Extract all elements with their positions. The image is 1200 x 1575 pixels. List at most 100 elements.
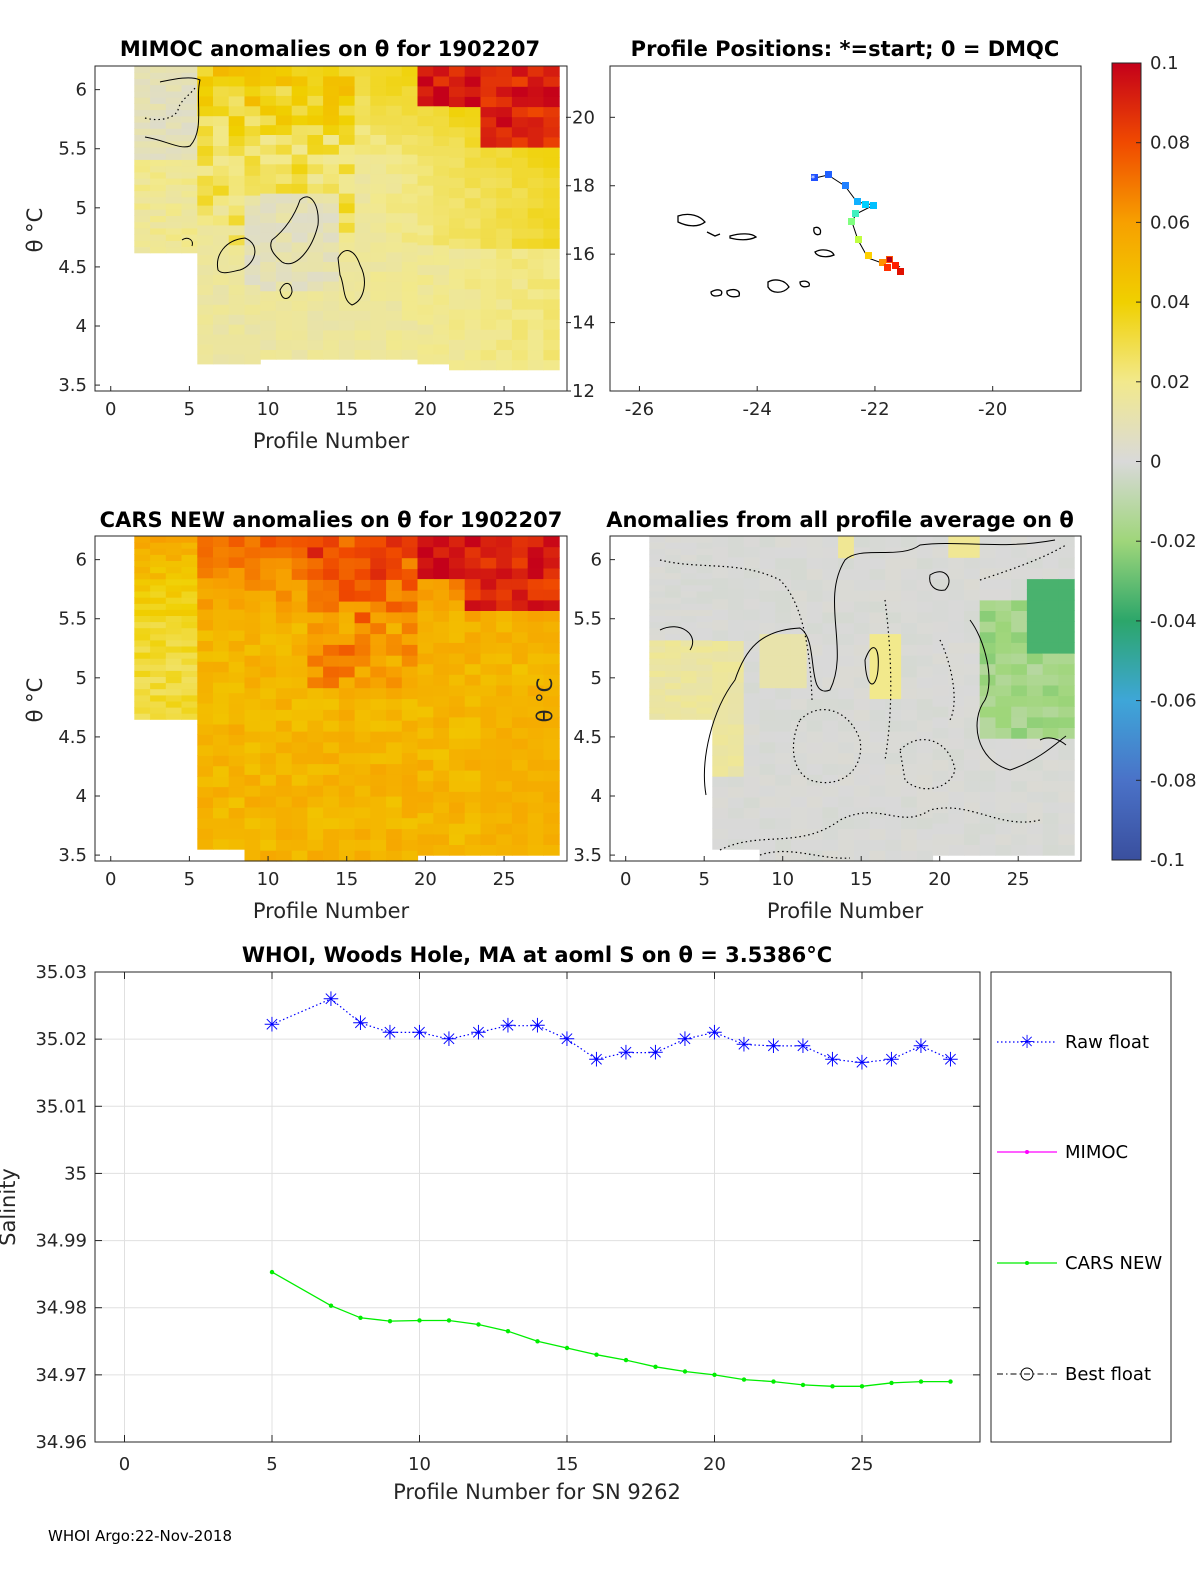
heatmap-cell bbox=[213, 145, 230, 156]
heatmap-cell bbox=[181, 707, 198, 714]
heatmap-cell bbox=[228, 723, 245, 735]
heatmap-cell bbox=[433, 214, 450, 226]
y-tick-label: 35.02 bbox=[35, 1029, 87, 1050]
x-tick-label: 15 bbox=[850, 869, 873, 890]
heatmap-cell bbox=[323, 241, 340, 253]
heatmap-cell bbox=[228, 95, 245, 107]
heatmap-cell bbox=[213, 598, 230, 610]
heatmap-cell bbox=[527, 126, 544, 138]
heatmap-cell bbox=[386, 144, 403, 155]
heatmap-cell bbox=[401, 568, 419, 580]
heatmap-cell bbox=[995, 621, 1012, 633]
heatmap-cell bbox=[275, 114, 293, 126]
heatmap-cell bbox=[275, 153, 293, 165]
heatmap-cell bbox=[134, 128, 151, 135]
heatmap-cell bbox=[995, 759, 1012, 771]
heatmap-cell bbox=[480, 238, 497, 249]
heatmap-cell bbox=[338, 300, 356, 311]
heatmap-cell bbox=[1011, 599, 1028, 611]
heatmap-cell bbox=[995, 567, 1012, 580]
heatmap-cell bbox=[275, 329, 293, 341]
heatmap-cell bbox=[260, 763, 277, 775]
heatmap-cell bbox=[665, 609, 682, 616]
heatmap-cell bbox=[995, 536, 1012, 548]
heatmap-cell bbox=[496, 833, 513, 845]
heatmap-cell bbox=[165, 221, 183, 229]
heatmap-cell bbox=[511, 833, 529, 845]
heatmap-cell bbox=[511, 770, 529, 782]
heatmap-cell bbox=[543, 258, 560, 270]
heatmap-cell bbox=[150, 171, 167, 179]
heatmap-cell bbox=[449, 567, 466, 580]
heatmap-cell bbox=[165, 153, 183, 160]
x-tick-label: 15 bbox=[335, 869, 358, 890]
heatmap-cell bbox=[401, 163, 419, 175]
heatmap-cell bbox=[806, 655, 823, 667]
heatmap-cell bbox=[165, 159, 183, 167]
heatmap-cell bbox=[1026, 567, 1044, 580]
heatmap-cell bbox=[323, 163, 340, 175]
heatmap-cell bbox=[543, 339, 560, 351]
heatmap-cell bbox=[1042, 610, 1059, 622]
heatmap-cell bbox=[916, 622, 934, 635]
heatmap-cell bbox=[885, 687, 902, 700]
heatmap-cell bbox=[790, 817, 808, 830]
heatmap-cell bbox=[665, 572, 682, 580]
heatmap-cell bbox=[165, 694, 183, 702]
heatmap-cell bbox=[869, 644, 886, 656]
heatmap-cell bbox=[869, 601, 886, 613]
heatmap-cell bbox=[885, 568, 902, 580]
heatmap-cell bbox=[480, 599, 497, 611]
heatmap-cell bbox=[665, 578, 682, 586]
heatmap-cell bbox=[275, 349, 293, 360]
heatmap-cell bbox=[307, 193, 324, 204]
heatmap-cell bbox=[417, 738, 434, 750]
heatmap-cell bbox=[759, 828, 776, 840]
heatmap-cell bbox=[228, 155, 245, 166]
heatmap-cell bbox=[480, 546, 497, 558]
heatmap-cell bbox=[901, 850, 918, 862]
heatmap-cell bbox=[948, 791, 965, 803]
heatmap-cell bbox=[885, 774, 902, 786]
heatmap-cell bbox=[291, 720, 308, 732]
heatmap-cell bbox=[901, 676, 918, 689]
heatmap-cell bbox=[244, 234, 261, 246]
heatmap-cell bbox=[480, 536, 497, 548]
heatmap-cell bbox=[244, 579, 261, 591]
heatmap-cell bbox=[822, 817, 839, 830]
heatmap-cell bbox=[197, 244, 214, 256]
heatmap-cell bbox=[275, 66, 293, 77]
heatmap-cell bbox=[712, 661, 729, 673]
heatmap-cell bbox=[916, 839, 934, 851]
y-tick-label: 5.5 bbox=[573, 609, 602, 630]
heatmap-cell bbox=[885, 850, 902, 862]
heatmap-cell bbox=[480, 76, 497, 87]
heatmap-cell bbox=[323, 720, 340, 732]
heatmap-cell bbox=[134, 122, 151, 129]
heatmap-cell bbox=[370, 666, 387, 678]
raw-float-point: ✳ bbox=[588, 1047, 605, 1071]
heatmap-cell bbox=[150, 227, 167, 235]
heatmap-cell bbox=[916, 579, 934, 591]
heatmap-cell bbox=[244, 644, 261, 656]
cars-new-point bbox=[653, 1364, 658, 1370]
heatmap-cell bbox=[134, 209, 151, 216]
heatmap-cell bbox=[901, 601, 918, 613]
heatmap-cell bbox=[543, 217, 560, 229]
heatmap-cell bbox=[417, 536, 434, 548]
heatmap-cell bbox=[916, 655, 934, 667]
heatmap-cell bbox=[511, 578, 529, 590]
heatmap-cell bbox=[1058, 759, 1075, 771]
mimoc-heatmap bbox=[134, 66, 560, 371]
heatmap-cell bbox=[417, 589, 434, 601]
heatmap-cell bbox=[527, 258, 544, 270]
heatmap-cell bbox=[1026, 589, 1044, 601]
heatmap-cell bbox=[449, 157, 466, 168]
heatmap-cell bbox=[401, 752, 419, 765]
heatmap-cell bbox=[260, 709, 277, 721]
heatmap-cell bbox=[806, 709, 823, 721]
x-tick-label: 0 bbox=[105, 399, 116, 420]
heatmap-cell bbox=[775, 731, 792, 743]
heatmap-cell bbox=[433, 234, 450, 246]
x-tick-label: 20 bbox=[414, 869, 437, 890]
